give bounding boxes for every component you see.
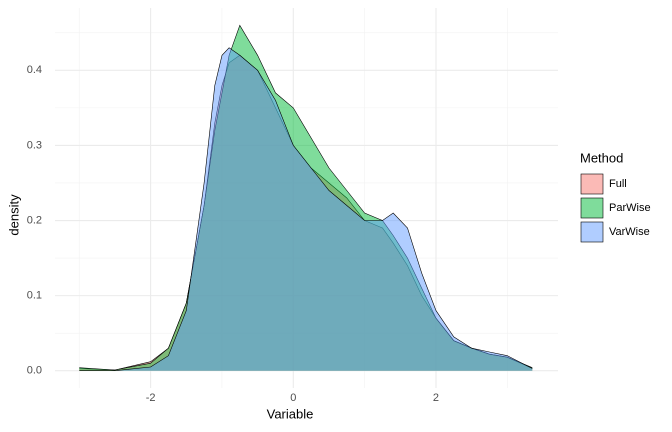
- legend-label: Full: [609, 178, 627, 190]
- x-tick-label: -2: [146, 392, 156, 404]
- x-tick-label: 0: [290, 392, 296, 404]
- y-tick-label: 0.0: [27, 365, 42, 377]
- legend-title: Method: [580, 150, 623, 165]
- legend-label: ParWise: [609, 202, 651, 214]
- y-tick-label: 0.2: [27, 214, 42, 226]
- y-tick-label: 0.3: [27, 139, 42, 151]
- y-axis-title: density: [6, 194, 21, 236]
- legend-label: VarWise: [609, 226, 650, 238]
- y-tick-label: 0.1: [27, 290, 42, 302]
- density-area: [79, 47, 533, 371]
- legend-key: [580, 173, 604, 195]
- density-line: [79, 47, 533, 371]
- x-tick-label: 2: [433, 392, 439, 404]
- x-axis-title: Variable: [267, 406, 314, 421]
- legend-key: [580, 221, 604, 243]
- legend-key: [580, 197, 604, 219]
- y-tick-label: 0.4: [27, 64, 42, 76]
